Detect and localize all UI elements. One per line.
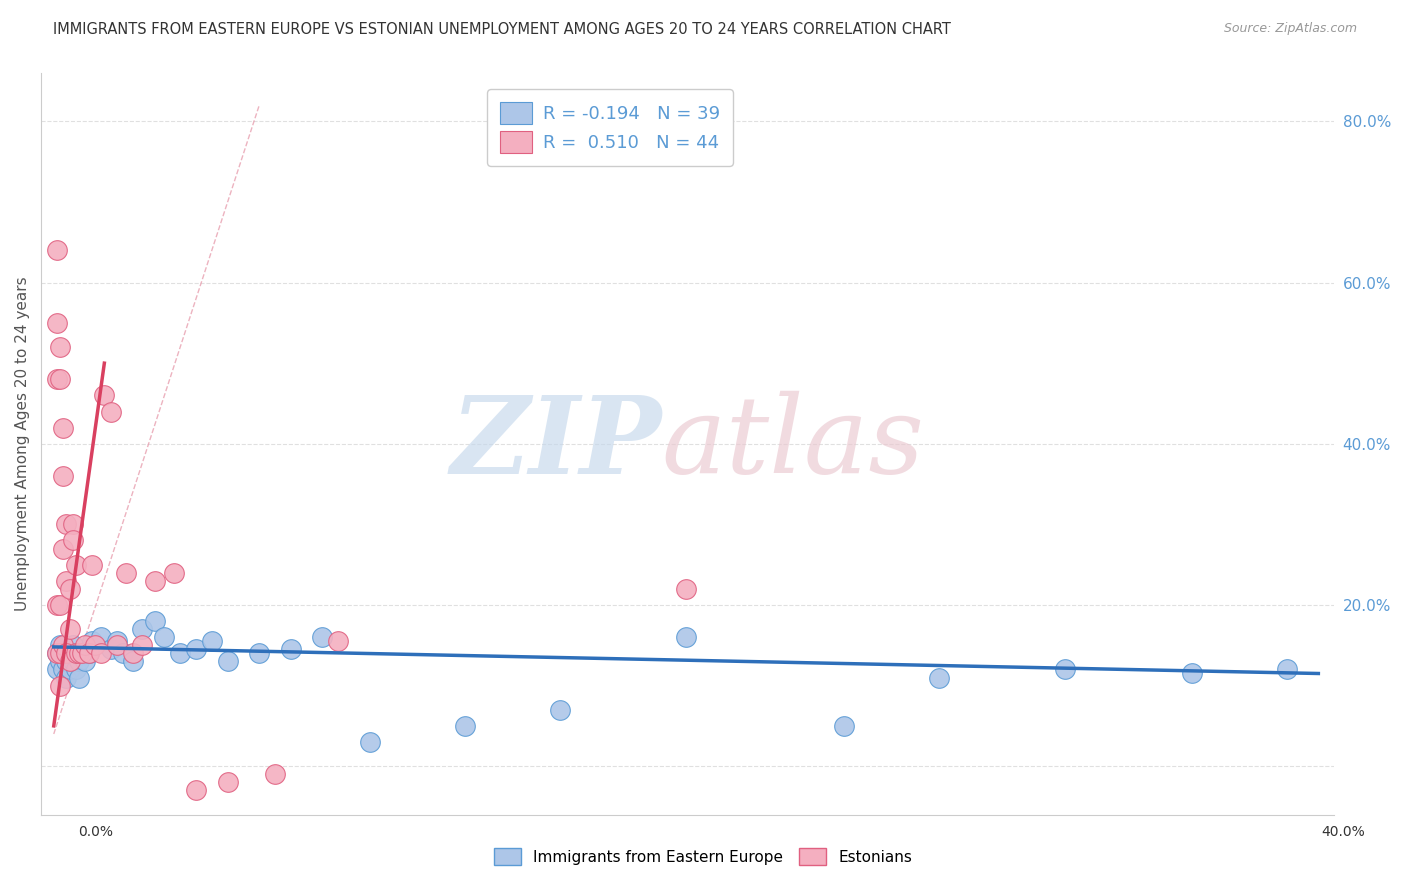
Legend: Immigrants from Eastern Europe, Estonians: Immigrants from Eastern Europe, Estonian… [488,842,918,871]
Point [49,372,72,386]
Point [52,663,75,677]
Point [90,646,112,660]
Point [121,654,143,668]
Point [49,638,72,652]
Point [58,654,80,668]
Point [45,663,67,677]
Point [65,663,87,677]
Point [52,638,75,652]
Point [65,558,87,572]
Point [832,719,855,733]
Point [58,663,80,677]
Y-axis label: Unemployment Among Ages 20 to 24 years: Unemployment Among Ages 20 to 24 years [15,277,30,611]
Point [52,420,75,434]
Point [70,646,93,660]
Point [62,638,84,652]
Point [52,469,75,483]
Point [1054,663,1077,677]
Point [105,634,128,648]
Point [55,517,77,532]
Point [55,574,77,588]
Point [675,582,697,596]
Point [49,340,72,354]
Point [45,244,67,258]
Point [264,767,287,781]
Point [90,630,112,644]
Point [49,598,72,612]
Point [328,634,350,648]
Point [359,735,381,749]
Point [131,622,153,636]
Point [49,679,72,693]
Point [100,642,122,657]
Point [105,638,128,652]
Point [184,783,207,797]
Point [77,646,100,660]
Point [311,630,333,644]
Point [454,719,477,733]
Point [55,654,77,668]
Point [45,316,67,330]
Point [65,646,87,660]
Point [1181,666,1204,681]
Text: atlas: atlas [662,392,925,496]
Point [112,646,135,660]
Point [62,533,84,548]
Point [201,634,224,648]
Legend: R = -0.194   N = 39, R =  0.510   N = 44: R = -0.194 N = 39, R = 0.510 N = 44 [488,89,733,166]
Text: IMMIGRANTS FROM EASTERN EUROPE VS ESTONIAN UNEMPLOYMENT AMONG AGES 20 TO 24 YEAR: IMMIGRANTS FROM EASTERN EUROPE VS ESTONI… [53,22,952,37]
Point [67,654,90,668]
Point [67,671,90,685]
Point [115,566,138,580]
Text: 0.0%: 0.0% [79,825,112,839]
Point [163,566,186,580]
Point [58,622,80,636]
Point [169,646,191,660]
Text: Source: ZipAtlas.com: Source: ZipAtlas.com [1223,22,1357,36]
Point [45,646,67,660]
Point [217,775,239,789]
Point [80,634,103,648]
Point [143,574,166,588]
Point [548,703,571,717]
Point [675,630,697,644]
Point [62,517,84,532]
Point [93,388,115,402]
Point [58,582,80,596]
Point [83,638,105,652]
Point [100,404,122,418]
Point [45,598,67,612]
Point [928,671,950,685]
Point [58,646,80,660]
Point [143,614,166,628]
Point [153,630,176,644]
Point [121,646,143,660]
Point [77,646,100,660]
Point [184,642,207,657]
Text: ZIP: ZIP [450,391,662,497]
Point [65,646,87,660]
Point [75,654,97,668]
Point [247,646,270,660]
Point [70,646,93,660]
Point [62,654,84,668]
Point [55,671,77,685]
Point [131,638,153,652]
Point [52,541,75,556]
Point [49,654,72,668]
Point [75,638,97,652]
Point [49,646,72,660]
Point [80,558,103,572]
Point [52,646,75,660]
Point [55,646,77,660]
Point [1275,663,1298,677]
Point [67,646,90,660]
Text: 40.0%: 40.0% [1320,825,1365,839]
Point [280,642,302,657]
Point [45,646,67,660]
Point [45,372,67,386]
Point [217,654,239,668]
